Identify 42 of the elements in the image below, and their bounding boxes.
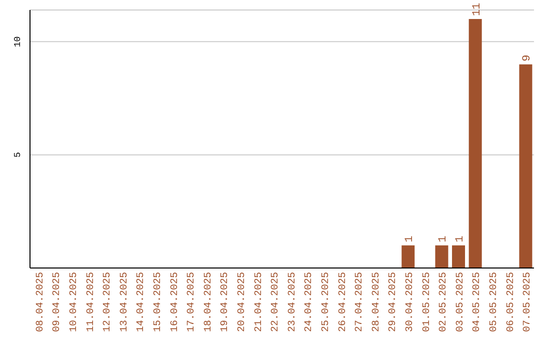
x-tick-label: 21.04.2025: [254, 272, 265, 332]
data-label: 1: [454, 235, 467, 242]
x-tick-label: 09.04.2025: [52, 272, 64, 332]
x-tick-label: 20.04.2025: [237, 272, 248, 332]
x-tick-label: 04.05.2025: [472, 272, 484, 332]
y-tick-label: 10: [13, 36, 23, 48]
data-label: 9: [522, 54, 534, 62]
x-tick-label: 03.05.2025: [455, 272, 466, 332]
x-tick-label: 15.04.2025: [153, 272, 164, 332]
x-tick-label: 02.05.2025: [438, 272, 450, 332]
x-tick-label: 17.04.2025: [186, 272, 198, 332]
bar: [452, 245, 466, 268]
x-tick-label: 19.04.2025: [220, 272, 232, 332]
x-tick-label: 08.04.2025: [35, 272, 46, 332]
x-tick-label: 26.04.2025: [338, 272, 349, 332]
bar: [519, 64, 532, 268]
data-label: 1: [438, 235, 450, 242]
x-tick-label: 28.04.2025: [371, 272, 382, 332]
x-tick-label: 12.04.2025: [102, 272, 114, 332]
x-tick-label: 23.04.2025: [287, 272, 298, 332]
x-tick-label: 11.04.2025: [86, 272, 97, 332]
bar: [402, 245, 415, 268]
x-tick-label: 16.04.2025: [170, 272, 181, 332]
data-label: 1: [404, 235, 416, 242]
x-tick-label: 30.04.2025: [405, 272, 416, 332]
x-tick-label: 22.04.2025: [270, 272, 282, 332]
x-tick-label: 24.04.2025: [304, 272, 316, 332]
x-tick-label: 10.04.2025: [69, 272, 80, 332]
data-label: 11: [471, 2, 484, 16]
x-tick-label: 29.04.2025: [388, 272, 400, 332]
x-tick-label: 06.05.2025: [506, 272, 517, 332]
x-tick-label: 07.05.2025: [522, 272, 534, 332]
x-tick-label: 18.04.2025: [203, 272, 214, 332]
x-tick-label: 27.04.2025: [354, 272, 366, 332]
x-tick-label: 01.05.2025: [422, 272, 433, 332]
bar: [435, 245, 448, 268]
y-tick-label: 5: [13, 152, 23, 158]
bar: [468, 19, 482, 268]
x-tick-label: 14.04.2025: [136, 272, 148, 332]
x-tick-label: 13.04.2025: [119, 272, 130, 332]
x-tick-label: 05.05.2025: [489, 272, 500, 332]
x-tick-label: 25.04.2025: [321, 272, 332, 332]
